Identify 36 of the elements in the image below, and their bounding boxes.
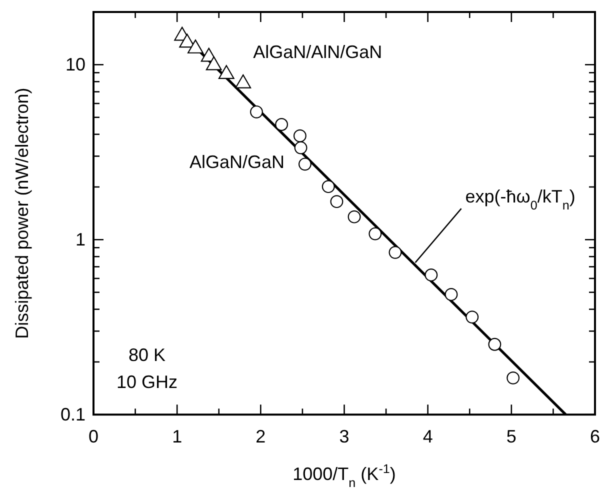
point bbox=[206, 56, 222, 70]
point bbox=[368, 227, 382, 240]
point bbox=[218, 65, 234, 79]
x-tick-label: 0 bbox=[88, 426, 99, 447]
point bbox=[444, 288, 458, 301]
point bbox=[250, 105, 263, 118]
annotation: exp(-ħω$_{0}$/kT$_{n}$) bbox=[465, 186, 576, 213]
point bbox=[322, 180, 335, 194]
x-tick-label: 3 bbox=[339, 426, 350, 447]
annotation: 10 GHz bbox=[116, 372, 178, 392]
point bbox=[348, 210, 361, 224]
point bbox=[424, 268, 438, 282]
legend-label: AlGaN/AlN/GaN bbox=[253, 42, 382, 62]
point bbox=[294, 141, 308, 154]
point bbox=[488, 338, 502, 351]
point bbox=[330, 195, 344, 208]
point bbox=[235, 74, 252, 88]
x-tick-label: 2 bbox=[256, 426, 266, 447]
point bbox=[188, 40, 204, 54]
y-tick-label: 1 bbox=[75, 230, 86, 250]
annotation: 80 K bbox=[128, 345, 166, 365]
x-tick-label: 4 bbox=[422, 426, 433, 447]
y-tick-label: 10 bbox=[65, 54, 86, 75]
point bbox=[275, 118, 288, 131]
point bbox=[293, 129, 306, 142]
point bbox=[388, 246, 402, 259]
y-tick-label: 0.1 bbox=[60, 404, 86, 425]
x-tick-label: 5 bbox=[506, 426, 516, 447]
x-axis-title: 1000/T$_{n}$ (K$^{-1}$) bbox=[292, 462, 396, 490]
point bbox=[298, 158, 312, 171]
x-tick-label: 6 bbox=[590, 426, 600, 447]
y-axis-title: Dissipated power (nW/electron) bbox=[12, 88, 32, 339]
series-label: AlGaN/GaN bbox=[189, 152, 284, 172]
point bbox=[466, 310, 479, 324]
point bbox=[506, 371, 520, 384]
x-tick-label: 1 bbox=[172, 426, 182, 447]
